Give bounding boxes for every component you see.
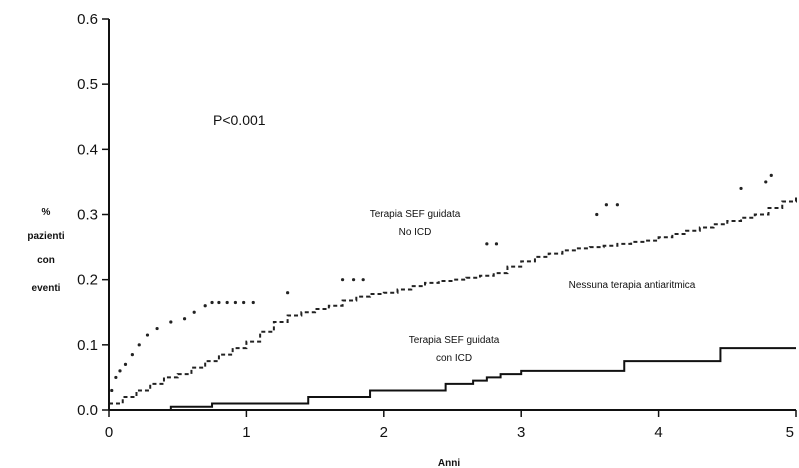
data-point [615,203,619,207]
series-label-icd-line-2: con ICD [436,353,472,364]
data-point [351,278,356,282]
data-point [769,173,773,177]
x-ticks: 0 1 2 3 4 5 [105,410,797,441]
data-point [217,300,221,305]
data-point [286,291,290,295]
data-point [123,362,128,366]
x-tick-label: 5 [786,424,794,441]
series-label-no-icd-line-1: Terapia SEF guidata [370,209,461,220]
series-line-nessuna-terapia-antiaritmica [109,194,797,405]
data-point [182,317,187,321]
data-point [251,300,255,305]
plot-area [109,173,797,411]
data-point [137,343,141,347]
data-point [169,320,173,324]
data-point [340,278,345,282]
data-point [361,278,365,282]
data-point [118,369,122,373]
data-point [225,300,229,305]
y-tick-label: 0.4 [77,141,98,158]
x-axis-title: Anni [438,458,460,468]
y-axis-title-line-1: % [42,207,51,218]
series-line-terapia-sef-guidata-con-icd [109,347,796,411]
series-terapia-sef-guidata-no-icd [110,173,773,393]
data-point [114,375,118,380]
series-label-no-icd-line-2: No ICD [399,227,432,238]
data-point [203,304,207,308]
x-tick-label: 4 [654,424,662,441]
series-label-no-therapy: Nessuna terapia antiaritmica [569,280,696,291]
y-tick-label: 0.1 [77,337,98,354]
data-point [145,333,150,337]
y-tick-label: 0.0 [77,402,98,419]
x-tick-label: 3 [517,424,525,441]
data-point [192,310,196,314]
data-point [242,300,246,305]
data-point [155,326,159,331]
y-axis-title-line-3: con [37,255,55,266]
y-axis-title-line-4: eventi [32,283,61,294]
x-tick-label: 0 [105,424,113,441]
y-tick-label: 0.6 [77,11,98,28]
data-point [764,180,768,184]
data-point [130,353,134,357]
data-point [604,203,608,207]
data-point [485,242,489,246]
data-point [110,388,114,393]
y-ticks: 0.0 0.1 0.2 0.3 0.4 0.5 0.6 [77,11,109,419]
x-tick-label: 2 [380,424,388,441]
p-value-annotation: P<0.001 [213,112,266,128]
data-point [210,300,214,305]
series-label-icd-line-1: Terapia SEF guidata [409,335,500,346]
y-tick-label: 0.2 [77,272,98,289]
x-tick-label: 1 [242,424,250,441]
data-point [494,242,499,246]
y-axis-title-line-2: pazienti [27,231,64,242]
y-tick-label: 0.5 [77,76,98,93]
data-point [595,212,599,217]
data-point [739,186,743,191]
y-tick-label: 0.3 [77,207,98,224]
data-point [233,300,238,305]
